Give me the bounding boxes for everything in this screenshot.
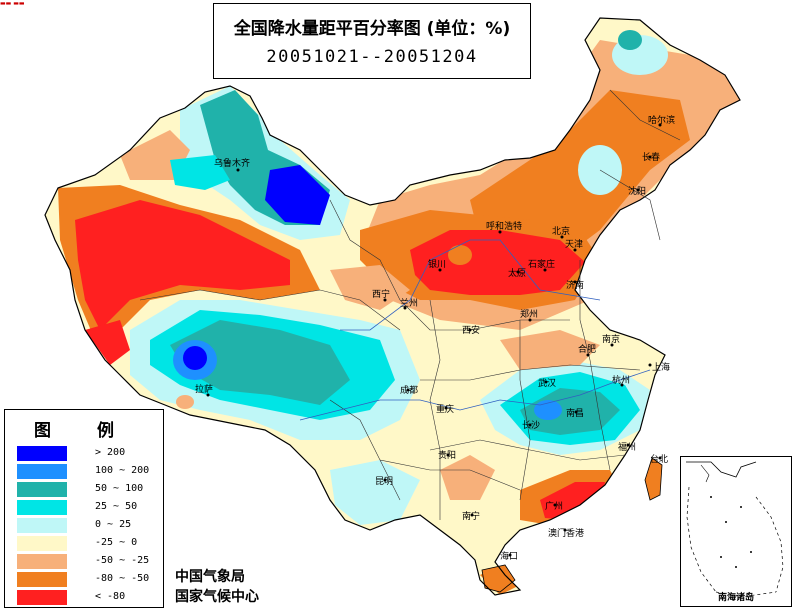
city-fuzhou: 福州 [618, 441, 636, 453]
city-xian: 西安 [462, 324, 480, 336]
city-zhengzhou: 郑州 [520, 308, 538, 320]
city-taiyuan: 太原 [508, 267, 526, 279]
city-guangzhou: 广州 [545, 500, 563, 512]
legend-label: 50 ~ 100 [95, 483, 144, 494]
city-jinan: 济南 [566, 279, 584, 291]
city-macau-hk: 澳门香港 [548, 527, 584, 539]
city-beijing: 北京 [552, 225, 570, 237]
legend-label: > 200 [95, 447, 126, 458]
city-hohhot: 呼和浩特 [486, 220, 522, 232]
city-labels: 乌鲁木齐 拉萨 西宁 兰州 银川 呼和浩特 北京 天津 石家庄 太原 济南 郑州… [195, 114, 675, 562]
legend-item: 0 ~ 25 [17, 518, 163, 534]
city-hefei: 合肥 [578, 343, 596, 355]
legend-item: -25 ~ 0 [17, 536, 163, 552]
agency-name-line1: 中国气象局 [175, 569, 245, 585]
city-hangzhou: 杭州 [612, 374, 630, 386]
city-yinchuan: 银川 [428, 258, 446, 270]
legend-label: -50 ~ -25 [95, 555, 150, 566]
legend-swatch [17, 536, 67, 551]
legend-label: 25 ~ 50 [95, 501, 138, 512]
legend-item: -80 ~ -50 [17, 572, 163, 588]
legend-item: < -80 [17, 590, 163, 606]
city-shijiazhuang: 石家庄 [528, 258, 555, 270]
title-box: 全国降水量距平百分率图 (单位：%) 20051021--20051204 [213, 3, 531, 79]
legend-item: -50 ~ -25 [17, 554, 163, 570]
city-nanning: 南宁 [462, 510, 480, 522]
legend-item: 100 ~ 200 [17, 464, 163, 480]
map-title: 全国降水量距平百分率图 (单位：%) [233, 19, 511, 39]
city-nanchang: 南昌 [566, 407, 584, 419]
city-changsha: 长沙 [522, 419, 540, 431]
city-lhasa: 拉萨 [195, 383, 213, 395]
city-wuhan: 武汉 [538, 377, 556, 389]
city-nanjing: 南京 [602, 333, 620, 345]
inset-map [686, 461, 784, 598]
corner-mark: ▬▬ ▬▬ [0, 0, 25, 7]
legend-swatch [17, 482, 67, 497]
city-taibei: 台北 [650, 453, 668, 465]
city-chongqing: 重庆 [436, 403, 454, 415]
city-guiyang: 贵阳 [438, 449, 456, 461]
city-chengdu: 成都 [400, 384, 418, 396]
legend-label: 100 ~ 200 [95, 465, 150, 476]
legend-label: 0 ~ 25 [95, 519, 132, 530]
inset-label: 南海诸岛 [717, 593, 754, 603]
city-xining: 西宁 [372, 288, 390, 300]
city-shanghai: 上海 [652, 361, 670, 373]
legend-swatch [17, 446, 67, 461]
legend-label: -80 ~ -50 [95, 573, 150, 584]
legend-label: < -80 [95, 591, 126, 602]
legend-swatch [17, 554, 67, 569]
legend: 图 例 > 200 100 ~ 200 50 ~ 100 25 ~ 50 0 ~ 25 -… [4, 409, 164, 608]
legend-item: > 200 [17, 446, 163, 462]
south-china-sea-inset: 南海诸岛 [680, 456, 792, 607]
legend-title: 图 例 [34, 421, 134, 441]
city-urumqi: 乌鲁木齐 [214, 157, 250, 169]
legend-item: 25 ~ 50 [17, 500, 163, 516]
city-shenyang: 沈阳 [628, 185, 646, 197]
agency-name-line2: 国家气候中心 [175, 589, 259, 605]
legend-item: 50 ~ 100 [17, 482, 163, 498]
city-lanzhou: 兰州 [400, 297, 418, 309]
legend-swatch [17, 464, 67, 479]
legend-swatch [17, 572, 67, 587]
legend-label: -25 ~ 0 [95, 537, 138, 548]
legend-swatch [17, 590, 67, 605]
legend-swatch [17, 500, 67, 515]
city-kunming: 昆明 [375, 476, 393, 487]
map-date-range: 20051021--20051204 [266, 47, 478, 67]
legend-swatch [17, 518, 67, 533]
city-haikou: 海口 [500, 550, 518, 562]
city-changchun: 长春 [642, 151, 660, 163]
city-tianjin: 天津 [565, 239, 583, 250]
city-harbin: 哈尔滨 [648, 114, 675, 126]
